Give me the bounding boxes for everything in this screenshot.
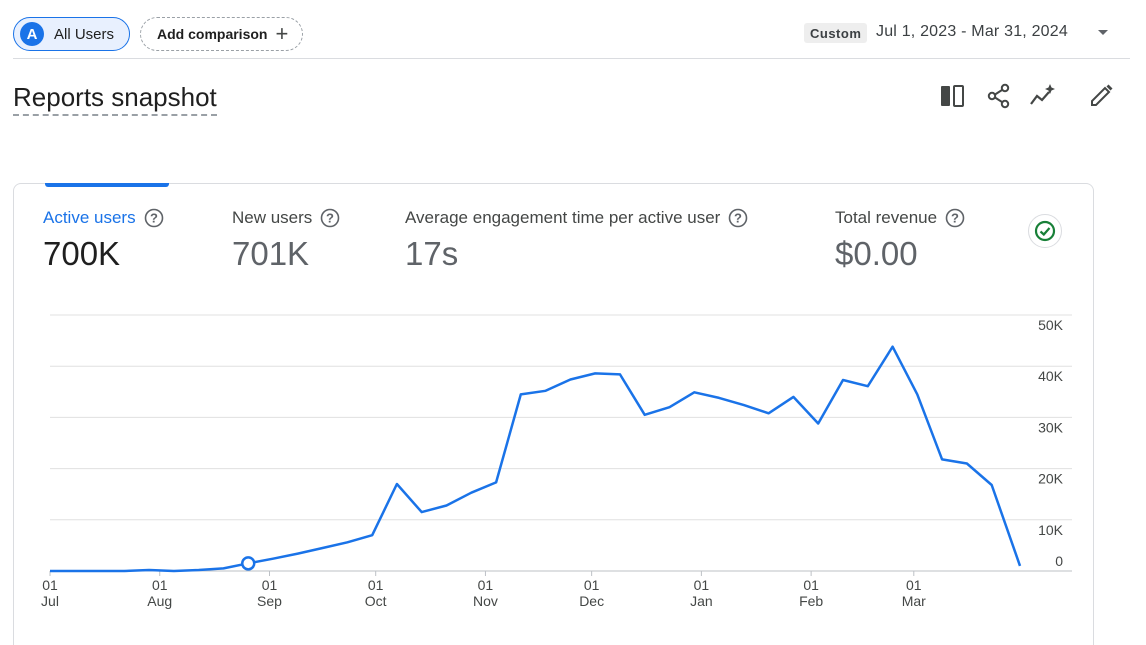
metric-value: 700K (43, 235, 121, 272)
check-circle-icon (1034, 220, 1056, 242)
help-icon[interactable]: ? (728, 208, 748, 228)
x-tick-day: 01 (152, 577, 168, 593)
metric-avg-engagement-time[interactable]: Average engagement time per active user … (405, 208, 748, 272)
y-tick-label: 50K (1038, 317, 1064, 333)
segment-chip-label: All Users (54, 25, 115, 43)
active-metric-indicator (45, 183, 169, 187)
y-tick-label: 40K (1038, 368, 1064, 384)
x-tick-day: 01 (906, 577, 922, 593)
share-icon[interactable] (985, 82, 1013, 110)
metric-label: Active users (43, 208, 136, 227)
x-tick-month: Sep (257, 593, 282, 609)
x-tick-day: 01 (478, 577, 494, 593)
metric-value: $0.00 (835, 235, 918, 272)
page-title[interactable]: Reports snapshot (13, 82, 217, 116)
y-tick-label: 30K (1038, 419, 1064, 435)
metric-total-revenue[interactable]: Total revenue ? $0.00 (835, 208, 965, 272)
svg-text:?: ? (734, 211, 742, 226)
svg-text:?: ? (150, 211, 158, 226)
x-tick-day: 01 (262, 577, 278, 593)
header-divider (13, 58, 1130, 59)
report-card (13, 183, 1094, 645)
caret-down-icon[interactable] (1098, 30, 1108, 35)
add-comparison-button[interactable]: Add comparison + (140, 17, 303, 51)
x-tick-month: Oct (365, 593, 387, 609)
x-tick-day: 01 (803, 577, 819, 593)
compare-icon[interactable] (939, 82, 967, 110)
x-tick-month: Jul (41, 593, 59, 609)
highlight-point (240, 556, 256, 571)
insights-icon[interactable] (1029, 82, 1057, 110)
date-range-type-badge: Custom (804, 23, 868, 43)
svg-text:?: ? (326, 211, 334, 226)
metric-label: Average engagement time per active user (405, 208, 721, 227)
help-icon[interactable]: ? (320, 208, 340, 228)
help-icon[interactable]: ? (945, 208, 965, 228)
segment-avatar: A (20, 22, 44, 46)
x-tick-month: Feb (799, 593, 823, 609)
x-tick-month: Mar (902, 593, 926, 609)
x-tick-month: Nov (473, 593, 498, 609)
metric-label: Total revenue (835, 208, 938, 227)
y-tick-label: 20K (1038, 471, 1064, 487)
date-range-picker[interactable]: Jul 1, 2023 - Mar 31, 2024 (876, 23, 1068, 40)
plus-icon: + (275, 21, 289, 46)
metric-active-users[interactable]: Active users ? 700K (43, 208, 164, 272)
x-tick-day: 01 (694, 577, 710, 593)
metric-value: 17s (405, 235, 459, 272)
metric-new-users[interactable]: New users ? 701K (232, 208, 340, 272)
x-tick-month: Dec (579, 593, 604, 609)
x-tick-day: 01 (584, 577, 600, 593)
x-tick-month: Jan (690, 593, 713, 609)
y-tick-label: 0 (1055, 553, 1063, 569)
data-quality-badge[interactable] (1028, 214, 1062, 248)
y-tick-label: 10K (1038, 522, 1064, 538)
x-tick-month: Aug (147, 593, 172, 609)
x-tick-day: 01 (368, 577, 384, 593)
series-line-active-users (50, 345, 1022, 573)
svg-text:?: ? (951, 211, 959, 226)
x-tick-day: 01 (42, 577, 58, 593)
segment-chip-all-users[interactable]: A All Users (13, 17, 130, 51)
metric-label: New users (232, 208, 313, 227)
add-comparison-label: Add comparison (157, 26, 268, 42)
metric-value: 701K (232, 235, 310, 272)
edit-icon[interactable] (1087, 82, 1115, 110)
help-icon[interactable]: ? (144, 208, 164, 228)
